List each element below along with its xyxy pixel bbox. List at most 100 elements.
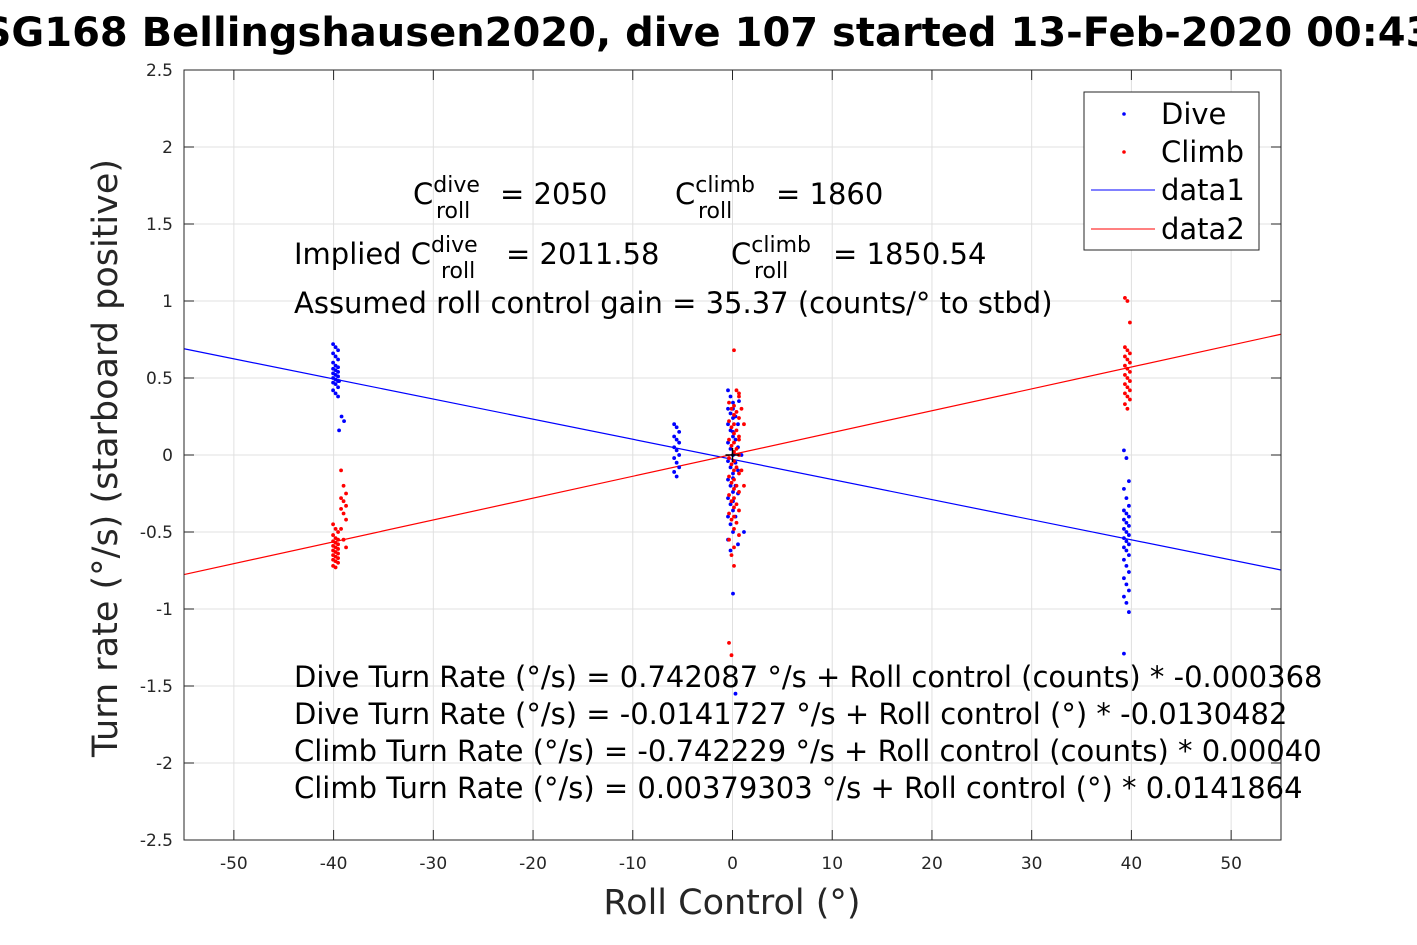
legend: Dive Climb data1 data2 xyxy=(1083,91,1260,251)
dive-point xyxy=(1127,503,1131,508)
y-tick-label: -0.5 xyxy=(140,523,173,543)
climb-point xyxy=(344,503,348,508)
x-tick-label: 20 xyxy=(921,854,943,874)
climb-point xyxy=(339,496,343,501)
legend-box xyxy=(1083,91,1260,251)
dive-point xyxy=(731,434,735,439)
dive-point xyxy=(736,422,740,427)
c-roll-climb-symbol: C xyxy=(675,177,695,211)
dive-point xyxy=(731,471,735,476)
y-tick-label: -2 xyxy=(156,754,173,774)
y-tick-label: -1 xyxy=(156,600,173,620)
dive-point xyxy=(1122,594,1126,599)
climb-point xyxy=(1125,394,1130,399)
climb-point xyxy=(729,653,734,658)
dive-point xyxy=(1127,542,1131,547)
climb-point xyxy=(729,425,734,430)
dive-point xyxy=(336,365,340,370)
climb-point xyxy=(333,565,338,570)
climb-point xyxy=(1128,369,1132,374)
dive-point xyxy=(728,522,733,527)
climb-point xyxy=(732,468,736,473)
x-axis-label: Roll Control (°) xyxy=(603,883,860,923)
climb-point xyxy=(331,522,335,527)
dive-point xyxy=(1127,570,1131,574)
dive-point xyxy=(1124,600,1129,605)
climb-point xyxy=(339,527,343,531)
dive-point xyxy=(1122,527,1126,531)
climb-point xyxy=(737,394,741,399)
y-tick-label: 2.5 xyxy=(146,61,173,81)
climb-point xyxy=(729,553,734,557)
origin-marker xyxy=(725,448,740,462)
climb-point xyxy=(729,517,734,522)
climb-point xyxy=(1123,373,1127,377)
dive-point xyxy=(672,445,677,450)
climb-point xyxy=(339,468,343,473)
climb-point xyxy=(729,480,734,485)
climb-point xyxy=(732,486,736,491)
climb-point xyxy=(727,400,731,405)
c-roll-dive-sup: dive xyxy=(433,173,480,198)
c-roll-climb-sub: roll xyxy=(698,199,732,224)
climb-point xyxy=(739,468,744,473)
dive-point xyxy=(726,406,730,411)
implied-dive-symbol: C xyxy=(411,237,431,271)
climb-point xyxy=(333,527,338,531)
climb-point xyxy=(1125,366,1130,371)
dive-point xyxy=(342,419,346,424)
y-tick-label: 0.5 xyxy=(146,369,173,389)
climb-point xyxy=(1123,354,1127,359)
climb-point xyxy=(737,508,741,513)
climb-point xyxy=(1128,360,1132,365)
dive-point xyxy=(1127,514,1131,519)
equation-3: Climb Turn Rate (°/s) = -0.742229 °/s + … xyxy=(294,734,1322,768)
dive-point xyxy=(677,465,682,470)
c-roll-dive-value: = 2050 xyxy=(500,177,607,211)
climb-point xyxy=(727,493,731,497)
dive-point xyxy=(336,385,340,390)
c-roll-climb-annotation: Cclimb roll = 1860 xyxy=(675,173,883,224)
axis-ticks: -50 -40 -30 -20 -10 0 10 20 30 40 50-2.5-2-1.5-1-0… xyxy=(140,61,1281,874)
dive-point xyxy=(1127,553,1131,557)
climb-point xyxy=(742,422,746,427)
dive-point xyxy=(1122,448,1126,453)
dive-point xyxy=(728,502,733,507)
x-tick-label: 10 xyxy=(821,854,843,874)
equation-4: Climb Turn Rate (°/s) = 0.00379303 °/s +… xyxy=(294,771,1303,805)
dive-point xyxy=(726,388,730,393)
dive-point xyxy=(1124,530,1129,534)
climb-point xyxy=(336,547,340,551)
climb-point xyxy=(336,530,340,534)
climb-point xyxy=(341,483,346,488)
data-points xyxy=(331,296,1132,696)
climb-point xyxy=(732,545,736,550)
x-tick-label: -50 xyxy=(220,854,248,874)
chart-title: SG168 Bellingshausen2020, dive 107 start… xyxy=(0,10,1417,56)
dive-point xyxy=(672,470,677,474)
climb-point xyxy=(737,490,741,494)
climb-point xyxy=(336,556,340,561)
climb-point xyxy=(727,640,731,645)
climb-point xyxy=(344,545,348,550)
dive-point xyxy=(1127,523,1131,528)
dive-point xyxy=(1127,610,1131,614)
dive-point xyxy=(731,400,735,405)
implied-climb-sup: climb xyxy=(751,233,811,258)
climb-point xyxy=(331,533,335,537)
climb-point xyxy=(737,416,741,420)
climb-point xyxy=(732,527,736,531)
climb-point xyxy=(734,465,739,470)
y-tick-label: 1 xyxy=(162,292,173,312)
climb-point xyxy=(734,388,739,393)
climb-point xyxy=(336,542,340,547)
climb-point xyxy=(1123,345,1127,350)
climb-point xyxy=(737,471,741,476)
dive-point xyxy=(336,374,340,379)
dive-point xyxy=(1122,508,1126,513)
dive-point xyxy=(677,430,682,434)
dive-point xyxy=(1124,548,1129,553)
dive-point xyxy=(336,357,340,362)
legend-climb-marker xyxy=(1122,150,1126,154)
climb-point xyxy=(734,428,739,433)
